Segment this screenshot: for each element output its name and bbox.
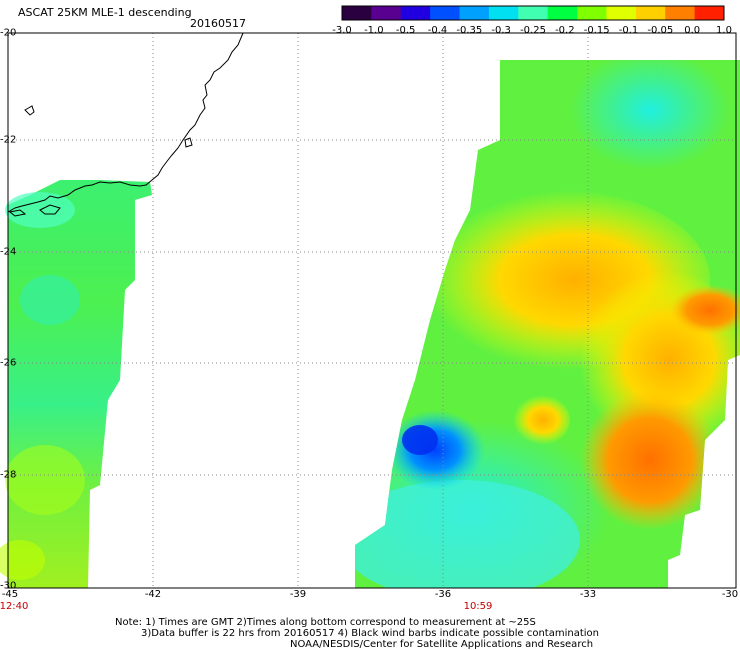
colorbar-label: -0.05 [647,25,674,36]
lon-label: -36 [434,589,452,600]
lon-label: -30 [721,589,739,600]
colorbar-swatch [371,6,402,20]
pass-time: 10:59 [463,601,493,612]
colorbar-label: -1.0 [364,25,384,36]
pass-time: 12:40 [0,601,29,612]
colorbar-swatch [342,6,372,20]
lat-label: -20 [0,27,17,39]
colorbar-swatch [577,6,607,20]
colorbar-label: -0.5 [395,25,416,36]
colorbar-label: 0.0 [684,25,701,36]
colorbar-swatch [606,6,637,20]
map-date: 20160517 [190,17,246,30]
lat-label: -30 [0,580,17,592]
lat-label: -26 [0,357,17,369]
lat-label: -22 [0,134,17,146]
lon-label: -45 [1,589,19,600]
lon-label: -33 [579,589,597,600]
colorbar-swatch [459,6,490,20]
lon-label: -42 [144,589,162,600]
lat-label: -24 [0,246,17,258]
colorbar-label: -0.2 [555,25,575,36]
note-line-3: NOAA/NESDIS/Center for Satellite Applica… [290,639,594,650]
colorbar-swatch [694,6,725,20]
lat-label: -28 [0,469,17,481]
note-line-1: Note: 1) Times are GMT 2)Times along bot… [115,617,536,628]
colorbar-label: -0.4 [427,25,448,36]
colorbar-label: -0.35 [456,25,483,36]
colorbar [341,5,725,21]
colorbar-label: 1.0 [716,25,732,36]
grid [8,33,736,588]
plot-frame [7,32,737,589]
map-title: ASCAT 25KM MLE-1 descending [18,6,192,19]
lon-label: -39 [289,589,307,600]
colorbar-label: -0.1 [618,25,639,36]
colorbar-swatch [665,6,696,20]
colorbar-swatch [430,6,461,20]
note-line-2: 3)Data buffer is 22 hrs from 20160517 4)… [141,628,599,639]
left-swath [0,180,152,588]
colorbar-swatch [518,6,549,20]
colorbar-swatch [547,6,578,20]
colorbar-label: -3.0 [332,25,352,36]
colorbar-swatch [635,6,666,20]
colorbar-swatch [488,6,519,20]
colorbar-swatch [400,6,431,20]
coastline [7,32,244,213]
colorbar-label: -0.15 [583,25,610,36]
colorbar-label: -0.25 [520,25,546,36]
right-swath [355,60,740,588]
colorbar-label: -0.3 [491,25,511,36]
